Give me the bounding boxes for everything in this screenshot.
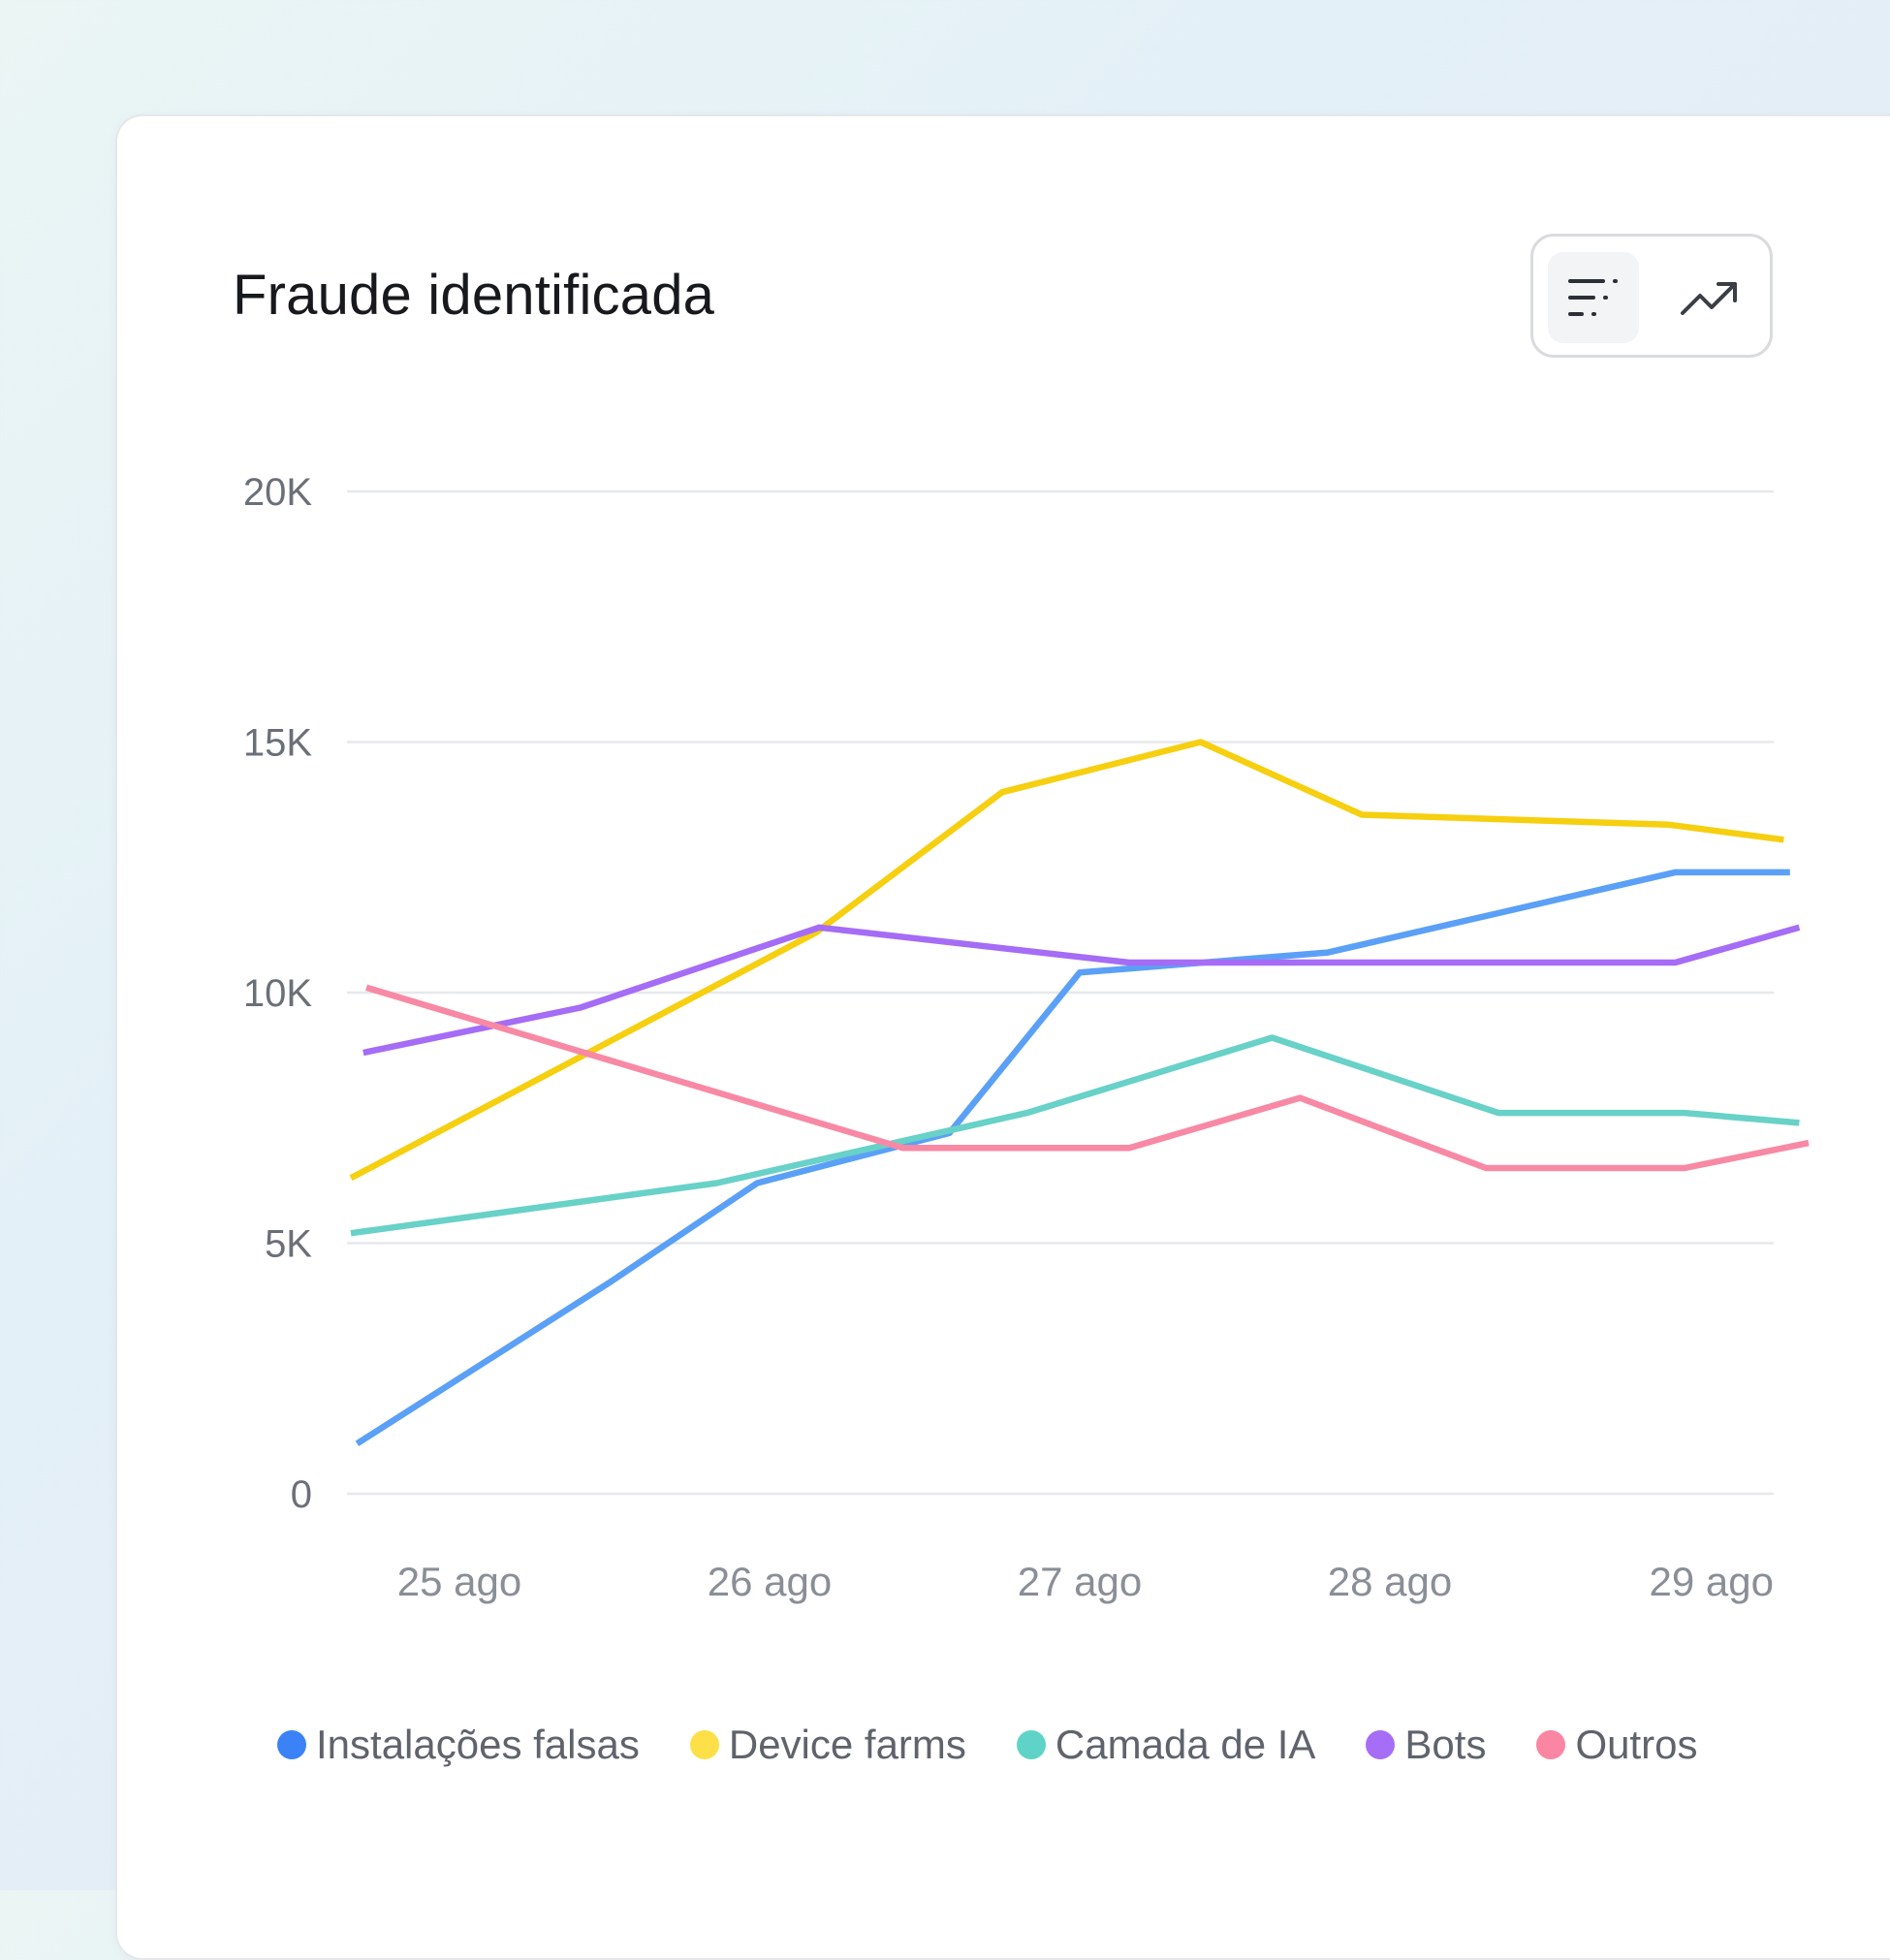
sort-list-icon xyxy=(1567,275,1620,320)
x-axis-ticks: 25 ago 26 ago 27 ago 28 ago 29 ago xyxy=(397,1559,1774,1604)
trend-up-icon xyxy=(1680,278,1740,317)
legend-item-outros[interactable]: Outros xyxy=(1536,1718,1698,1772)
y-tick-label: 5K xyxy=(265,1223,312,1266)
legend-item-bots[interactable]: Bots xyxy=(1366,1718,1486,1772)
x-tick-label: 29 ago xyxy=(1650,1559,1774,1604)
legend-item-device-farms[interactable]: Device farms xyxy=(689,1718,966,1772)
trend-chart-button[interactable] xyxy=(1664,252,1755,343)
legend-label: Outros xyxy=(1575,1722,1698,1767)
legend-label: Instalações falsas xyxy=(316,1722,640,1767)
legend-label: Camada de IA xyxy=(1055,1722,1316,1767)
legend-label: Device farms xyxy=(728,1722,966,1767)
series-line-device-farms xyxy=(349,739,1784,1182)
x-tick-label: 28 ago xyxy=(1328,1559,1452,1604)
series-line-bots xyxy=(362,924,1801,1057)
y-tick-label: 20K xyxy=(243,471,312,514)
legend-dot xyxy=(689,1730,719,1759)
line-chart: 0 5K 10K 15K 20K 25 ago 26 ago 27 ago 28 ago 29 … xyxy=(243,471,1810,1604)
x-tick-label: 26 ago xyxy=(708,1559,832,1604)
legend-dot xyxy=(277,1730,306,1759)
chart-title: Fraude identificada xyxy=(233,264,715,327)
series-line-outros xyxy=(365,984,1810,1172)
chart-legend: Instalações falsas Device farms Camada de … xyxy=(277,1718,1698,1772)
y-axis-ticks: 0 5K 10K 15K 20K xyxy=(243,471,312,1516)
x-tick-label: 27 ago xyxy=(1018,1559,1142,1604)
series-lines xyxy=(349,739,1810,1447)
sort-list-button[interactable] xyxy=(1548,252,1639,343)
legend-item-camada-de-ia[interactable]: Camada de IA xyxy=(1016,1718,1316,1772)
legend-label: Bots xyxy=(1404,1722,1487,1767)
view-toggle xyxy=(1530,234,1773,358)
y-tick-label: 10K xyxy=(243,972,312,1015)
series-line-camada-de-ia xyxy=(350,1034,1800,1237)
chart-card xyxy=(115,114,1890,1960)
legend-dot xyxy=(1536,1730,1566,1759)
legend-dot xyxy=(1016,1730,1046,1759)
x-tick-label: 25 ago xyxy=(397,1559,521,1604)
legend-item-instalacoes-falsas[interactable]: Instalações falsas xyxy=(277,1718,640,1772)
y-tick-label: 15K xyxy=(243,722,312,765)
legend-dot xyxy=(1366,1730,1396,1759)
series-line-instalacoes-falsas xyxy=(355,869,1790,1447)
y-tick-label: 0 xyxy=(291,1473,312,1516)
